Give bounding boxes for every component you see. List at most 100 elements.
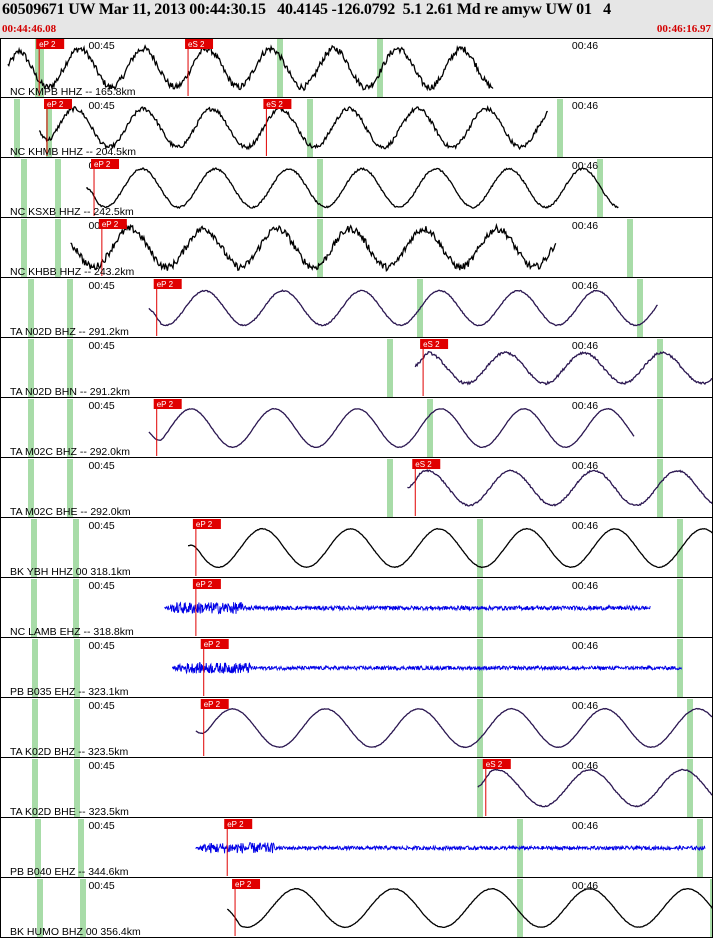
time-window	[37, 879, 43, 937]
station-label: TA N02D BHZ -- 291.2km	[10, 326, 129, 338]
tick-label: 00:45	[88, 400, 114, 412]
time-window	[28, 339, 34, 397]
pick-flag	[44, 99, 73, 109]
time-window	[32, 639, 38, 697]
time-window	[677, 579, 683, 637]
tick-label: 00:46	[572, 460, 598, 472]
station-label: TA K02D BHE -- 323.5km	[10, 806, 129, 818]
time-window	[28, 399, 34, 457]
station-label: BK HUMO BHZ 00 356.4km	[10, 926, 141, 938]
time-window	[387, 459, 393, 517]
time-window	[32, 699, 38, 757]
time-window	[35, 819, 41, 877]
tick-label: 00:45	[88, 280, 114, 292]
time-window	[67, 459, 73, 517]
station-label: PB B035 EHZ -- 323.1km	[10, 686, 129, 698]
pick-label: eS 2	[188, 40, 205, 49]
station-label: BK YBH HHZ 00 318.1km	[10, 566, 131, 578]
pick-flag	[412, 459, 441, 469]
pick-label: eP 2	[204, 700, 221, 709]
time-window	[73, 579, 79, 637]
time-window	[387, 339, 393, 397]
station-label: PB B040 EHZ -- 344.6km	[10, 866, 129, 878]
tick-label: 00:46	[572, 400, 598, 412]
time-window	[67, 279, 73, 337]
time-window	[21, 219, 27, 277]
pick-label: eP 2	[157, 280, 174, 289]
time-window	[657, 459, 663, 517]
pick-flag	[192, 519, 221, 529]
pick-label: eS 2	[423, 340, 440, 349]
start-time: 00:44:46.08	[2, 23, 57, 35]
waveform-trace	[7, 44, 494, 92]
pick-label: eP 2	[196, 520, 213, 529]
pick-flag	[200, 639, 229, 649]
tick-label: 00:46	[572, 160, 598, 172]
time-window	[317, 219, 323, 277]
tick-label: 00:45	[88, 460, 114, 472]
pick-flag	[263, 99, 292, 109]
pick-flag	[224, 819, 253, 829]
time-window	[38, 39, 44, 97]
tick-label: 00:45	[88, 820, 114, 832]
station-label: NC KHMB HHZ -- 204.5km	[10, 146, 136, 158]
waveform-trace	[414, 350, 713, 386]
waveform-trace	[171, 661, 682, 675]
pick-label: eS 2	[266, 100, 283, 109]
pick-label: eP 2	[204, 640, 221, 649]
time-window	[377, 39, 383, 97]
time-window	[32, 759, 38, 817]
tick-label: 00:45	[88, 40, 114, 52]
time-window	[31, 579, 37, 637]
time-window	[55, 219, 61, 277]
pick-label: eP 2	[39, 40, 56, 49]
tick-label: 00:46	[572, 40, 598, 52]
time-window	[74, 759, 80, 817]
time-window	[687, 759, 693, 817]
time-window	[657, 399, 663, 457]
pick-flag	[420, 339, 449, 349]
time-window	[637, 279, 643, 337]
station-label: NC KSXB HHZ -- 242.5km	[10, 206, 134, 218]
pick-label: eP 2	[94, 160, 111, 169]
time-window	[74, 699, 80, 757]
time-window	[627, 219, 633, 277]
station-label: TA M02C BHZ -- 292.0km	[10, 446, 130, 458]
time-window	[687, 699, 693, 757]
time-window	[67, 339, 73, 397]
pick-label: eP 2	[47, 100, 64, 109]
time-window	[427, 399, 433, 457]
plot-frame	[0, 38, 713, 938]
time-window	[277, 39, 283, 97]
tick-label: 00:46	[572, 100, 598, 112]
tick-label: 00:46	[572, 700, 598, 712]
pick-label: eP 2	[196, 580, 213, 589]
time-window	[28, 279, 34, 337]
waveform-trace	[187, 527, 713, 569]
waveform-trace	[477, 768, 713, 808]
time-window	[557, 99, 563, 157]
pick-label: eS 2	[415, 460, 432, 469]
pick-flag	[192, 579, 221, 589]
header-bar: 60509671 UW Mar 11, 2013 00:44:30.15 40.…	[0, 0, 713, 38]
pick-flag	[185, 39, 214, 49]
time-window	[677, 519, 683, 577]
tick-label: 00:45	[88, 100, 114, 112]
waveform-trace	[148, 407, 635, 449]
time-window	[74, 639, 80, 697]
time-window	[31, 519, 37, 577]
seismogram-panel: 00:45 00:46 eP 2 eS 2 NC KMPB HHZ -- 165.8km…	[0, 38, 713, 938]
time-window	[517, 879, 523, 937]
waveform-trace	[195, 707, 713, 749]
waveform-trace	[164, 601, 651, 615]
time-window	[657, 339, 663, 397]
pick-label: eP 2	[157, 400, 174, 409]
pick-label: eS 2	[486, 760, 503, 769]
end-time: 00:46:16.97	[656, 23, 711, 35]
pick-label: eP 2	[235, 880, 252, 889]
time-window	[67, 399, 73, 457]
event-title: 60509671 UW Mar 11, 2013 00:44:30.15 40.…	[2, 1, 611, 18]
station-label: NC KMPB HHZ -- 165.8km	[10, 86, 136, 98]
waveform-trace	[226, 887, 713, 929]
tick-label: 00:45	[88, 640, 114, 652]
